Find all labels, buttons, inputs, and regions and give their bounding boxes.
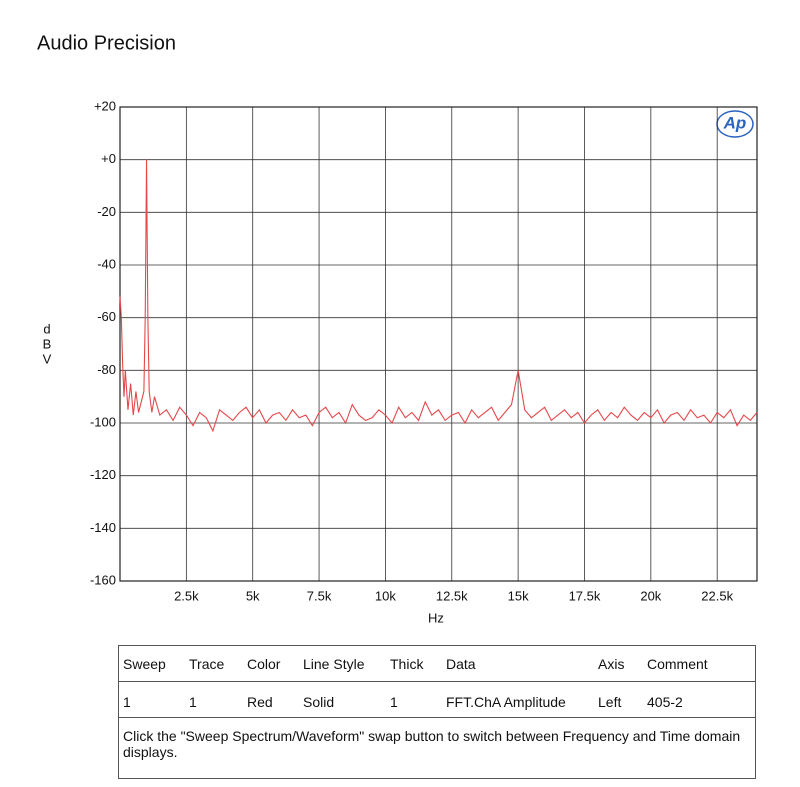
table-header-row: Sweep Trace Color Line Style Thick Data Axis Co… [119, 646, 755, 682]
y-tick-label: -80 [97, 362, 116, 377]
x-tick-label: 7.5k [307, 588, 332, 603]
table-header-cell: Color [247, 656, 281, 672]
x-tick-label: 5k [246, 588, 260, 603]
table-cell: 1 [123, 694, 131, 710]
spectrum-line [119, 159, 758, 433]
logo: Ap [723, 113, 747, 132]
table-header-cell: Trace [189, 656, 225, 672]
x-tick-label: 17.5k [569, 588, 601, 603]
x-tick-label: 22.5k [701, 588, 733, 603]
table-header-cell: Line Style [303, 656, 365, 672]
plot-frame [119, 106, 758, 582]
table-cell: Red [247, 694, 273, 710]
y-tick-label: -140 [90, 520, 116, 535]
y-tick-label: -20 [97, 204, 116, 219]
table-header-cell: Thick [390, 656, 424, 672]
x-tick-label: 2.5k [174, 588, 199, 603]
page-title: Audio Precision [37, 32, 176, 54]
table-header-cell: Axis [598, 656, 625, 672]
chart: Audio Precision Hz dBV Ap -160 -140 -120 -1… [37, 32, 758, 625]
table-cell: FFT.ChA Amplitude [446, 694, 566, 710]
table-header-cell: Comment [647, 656, 708, 672]
x-tick-label: 12.5k [436, 588, 468, 603]
x-tick-label: 15k [508, 588, 529, 603]
legend-table: Sweep Trace Color Line Style Thick Data Axis Co… [118, 645, 756, 779]
y-axis-label: dBV [40, 322, 55, 367]
y-tick-label: -60 [97, 309, 116, 324]
y-tick-label: -100 [90, 414, 116, 429]
x-tick-label: 10k [375, 588, 396, 603]
table-cell: 405-2 [647, 694, 683, 710]
table-header-cell: Data [446, 656, 476, 672]
table-header-cell: Sweep [123, 656, 166, 672]
y-tick-label: -160 [90, 572, 116, 587]
table-cell: 1 [390, 694, 398, 710]
y-tick-label: -40 [97, 256, 116, 271]
y-tick-label: +20 [94, 98, 116, 113]
y-tick-label: -120 [90, 467, 116, 482]
y-tick-label: +0 [101, 151, 116, 166]
note: Click the "Sweep Spectrum/Waveform" swap… [123, 728, 741, 760]
table-cell: Left [598, 694, 622, 710]
x-axis-label: Hz [428, 610, 444, 625]
table-cell: 1 [189, 694, 197, 710]
table-cell: Solid [303, 694, 335, 710]
table-row: 1 1 Red Solid 1 FFT.ChA Amplitude Left 405-2 [119, 682, 755, 718]
x-tick-label: 20k [640, 588, 661, 603]
